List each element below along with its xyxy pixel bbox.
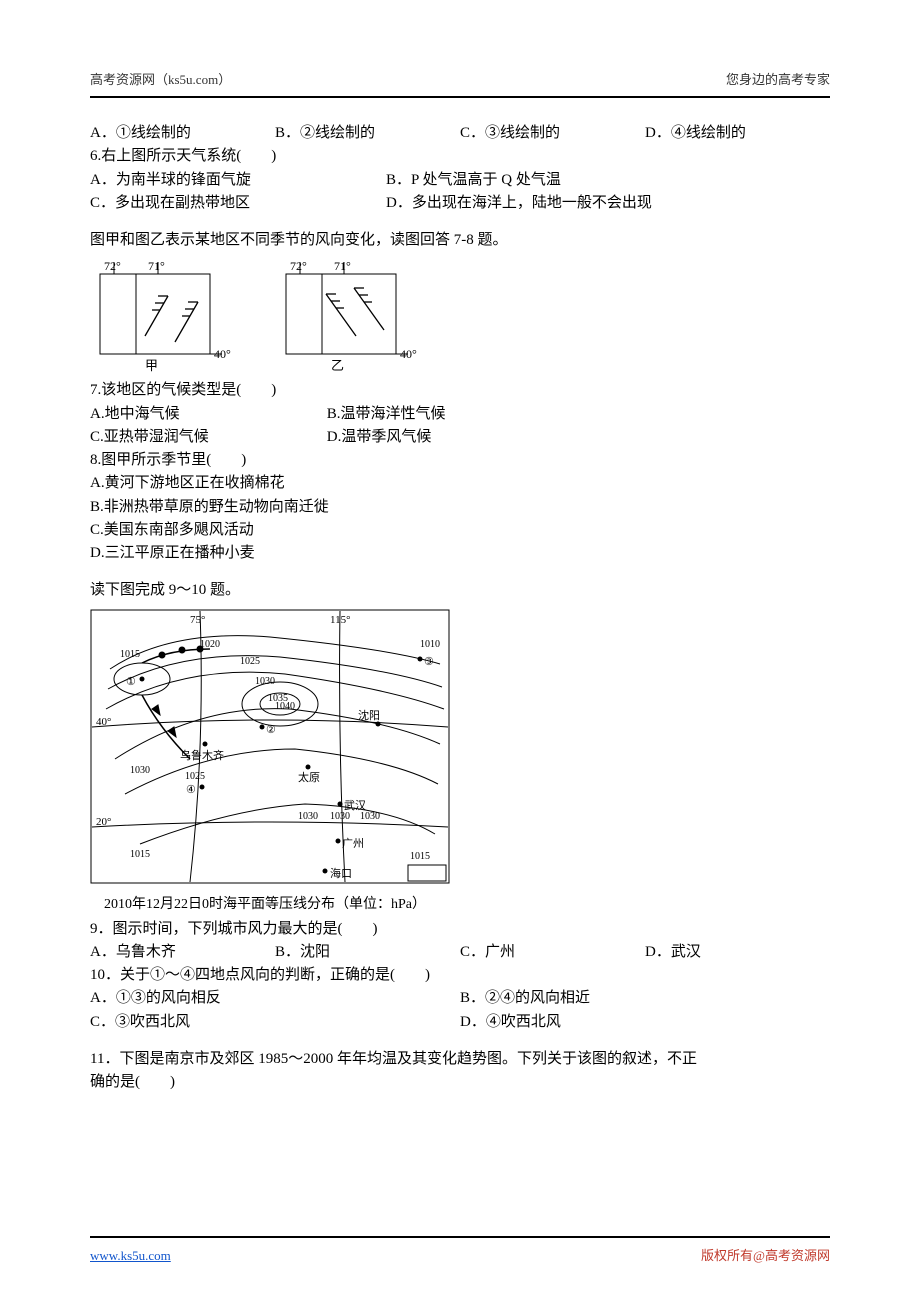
q7-row1: A.地中海气候 B.温带海洋性气候 [90,403,830,426]
svg-text:武汉: 武汉 [344,799,366,812]
svg-text:②: ② [266,724,276,736]
q9-opt-a: A．乌鲁木齐 [90,941,275,964]
svg-text:海口: 海口 [330,866,352,880]
jia-caption: 甲 [145,358,158,373]
q10-row2: C．③吹西北风 D．④吹西北风 [90,1011,830,1034]
q8-opt-b: B.非洲热带草原的野生动物向南迁徙 [90,496,830,519]
q7-opt-b: B.温带海洋性气候 [327,403,446,426]
isobar-caption: 2010年12月22日0时海平面等压线分布（单位：hPa） [104,894,830,916]
svg-text:40°: 40° [96,716,111,728]
q10-opt-c: C．③吹西北风 [90,1011,460,1034]
q7-row2: C.亚热带湿润气候 D.温带季风气候 [90,426,830,449]
q9-opt-d: D．武汉 [645,941,830,964]
svg-text:1030: 1030 [130,765,150,776]
footer-link[interactable]: www.ks5u.com [90,1246,171,1266]
q7-stem: 7.该地区的气候类型是( ) [90,379,830,402]
q5-options: A．①线绘制的 B．②线绘制的 C．③线绘制的 D．④线绘制的 [90,122,830,145]
q11-stem-line2: 确的是( ) [90,1071,830,1094]
jia-71-label: 71° [148,259,165,273]
q6-opt-d: D．多出现在海洋上，陆地一般不会出现 [386,192,756,215]
q8-opt-a: A.黄河下游地区正在收摘棉花 [90,472,830,495]
svg-text:①: ① [126,676,136,688]
q6-row1: A．为南半球的锋面气旋 B．P 处气温高于 Q 处气温 [90,169,830,192]
isobar-map: 75° 115° 40° 20° [90,609,830,916]
q7-opt-d: D.温带季风气候 [327,426,432,449]
q7-opt-c: C.亚热带湿润气候 [90,426,327,449]
isobar-intro: 读下图完成 9～10 题。 [90,579,830,602]
svg-text:太原: 太原 [298,771,320,784]
jia-72-label: 72° [104,259,121,273]
wind-diagrams: 72° 71° 40° 甲 [90,258,830,373]
q5-opt-c: C．③线绘制的 [460,122,645,145]
header-rule [90,96,830,98]
yi-72-label: 72° [290,259,307,273]
q6-row2: C．多出现在副热带地区 D．多出现在海洋上，陆地一般不会出现 [90,192,830,215]
svg-text:1015: 1015 [120,649,140,660]
q6-opt-b: B．P 处气温高于 Q 处气温 [386,169,756,192]
q9-opt-c: C．广州 [460,941,645,964]
svg-text:1040: 1040 [275,701,295,712]
svg-text:1010: 1010 [420,639,440,650]
page: 高考资源网（ks5u.com） 您身边的高考专家 A．①线绘制的 B．②线绘制的… [0,0,920,1302]
q8-stem: 8.图甲所示季节里( ) [90,449,830,472]
svg-text:75°: 75° [190,614,205,626]
q9-stem: 9．图示时间，下列城市风力最大的是( ) [90,918,830,941]
q5-opt-b: B．②线绘制的 [275,122,460,145]
svg-text:20°: 20° [96,816,111,828]
header-left: 高考资源网（ks5u.com） [90,70,231,90]
page-footer: www.ks5u.com 版权所有@高考资源网 [90,1246,830,1266]
yi-71-label: 71° [334,259,351,273]
svg-text:1015: 1015 [130,849,150,860]
q9-options: A．乌鲁木齐 B．沈阳 C．广州 D．武汉 [90,941,830,964]
svg-text:③: ③ [424,656,434,668]
svg-text:1025: 1025 [240,656,260,667]
q8-opt-c: C.美国东南部多飓风活动 [90,519,830,542]
q5-opt-d: D．④线绘制的 [645,122,830,145]
q10-opt-d: D．④吹西北风 [460,1011,830,1034]
wind-diagram-jia: 72° 71° 40° 甲 [90,258,260,373]
svg-text:1030: 1030 [255,676,275,687]
q10-stem: 10．关于①～④四地点风向的判断，正确的是( ) [90,964,830,987]
svg-text:乌鲁木齐: 乌鲁木齐 [180,748,224,762]
q6-stem: 6.右上图所示天气系统( ) [90,145,830,168]
yi-caption: 乙 [331,358,344,373]
q10-row1: A．①③的风向相反 B．②④的风向相近 [90,987,830,1010]
svg-text:④: ④ [186,784,196,796]
svg-text:1020: 1020 [200,639,220,650]
footer-rule [90,1236,830,1238]
svg-text:广州: 广州 [342,837,364,850]
q6-opt-a: A．为南半球的锋面气旋 [90,169,386,192]
wind-intro: 图甲和图乙表示某地区不同季节的风向变化，读图回答 7-8 题。 [90,229,830,252]
q10-opt-a: A．①③的风向相反 [90,987,460,1010]
svg-text:1030: 1030 [298,811,318,822]
page-header: 高考资源网（ks5u.com） 您身边的高考专家 [90,70,830,90]
q6-opt-c: C．多出现在副热带地区 [90,192,386,215]
header-right: 您身边的高考专家 [726,70,830,90]
svg-text:1015: 1015 [410,851,430,862]
q9-opt-b: B．沈阳 [275,941,460,964]
q8-options: A.黄河下游地区正在收摘棉花 B.非洲热带草原的野生动物向南迁徙 C.美国东南部… [90,472,830,565]
q8-opt-d: D.三江平原正在播种小麦 [90,542,830,565]
svg-text:1030: 1030 [360,811,380,822]
wind-diagram-yi: 72° 71° 40° 乙 [276,258,446,373]
svg-text:1030: 1030 [330,811,350,822]
q11-stem-line1: 11．下图是南京市及郊区 1985～2000 年年均温及其变化趋势图。下列关于该… [90,1048,830,1071]
q10-opt-b: B．②④的风向相近 [460,987,830,1010]
svg-text:1025: 1025 [185,771,205,782]
svg-text:115°: 115° [330,614,351,626]
footer-copyright: 版权所有@高考资源网 [701,1246,830,1266]
svg-text:沈阳: 沈阳 [358,708,380,722]
q7-opt-a: A.地中海气候 [90,403,327,426]
q5-opt-a: A．①线绘制的 [90,122,275,145]
